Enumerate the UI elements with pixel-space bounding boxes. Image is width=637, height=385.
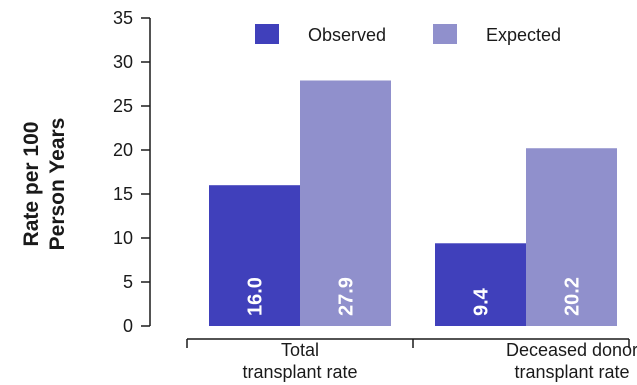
y-axis-title: Rate per 100 Person Years — [20, 118, 69, 251]
bar-value-label: 20.2 — [562, 277, 584, 316]
y-axis-title-line-1: Rate per 100 — [20, 122, 43, 247]
bar-observed — [209, 185, 300, 326]
y-axis-title-line-2: Person Years — [46, 118, 69, 251]
legend-swatch-expected — [433, 24, 457, 44]
legend-label-expected: Expected — [486, 25, 561, 45]
bar-expected — [526, 148, 617, 326]
legend: Observed Expected — [255, 24, 561, 45]
y-tick-label: 5 — [123, 272, 133, 292]
legend-label-observed: Observed — [308, 25, 386, 45]
legend-swatch-observed — [255, 24, 279, 44]
y-tick-label: 35 — [113, 8, 133, 28]
bar-value-label: 16.0 — [245, 277, 267, 316]
y-tick-label: 15 — [113, 184, 133, 204]
y-axis: 0 5 10 15 20 25 30 35 — [113, 8, 151, 336]
bar-expected — [300, 80, 391, 326]
bar-value-label: 27.9 — [336, 277, 358, 316]
x-category-label: Deceased donor — [506, 340, 637, 360]
y-tick-label: 30 — [113, 52, 133, 72]
bar-value-label: 9.4 — [471, 287, 493, 316]
y-tick-label: 25 — [113, 96, 133, 116]
y-tick-label: 0 — [123, 316, 133, 336]
x-category-label: transplant rate — [242, 362, 357, 382]
bar-observed — [435, 243, 526, 326]
bars: 16.0 9.4 27.9 20.2 — [209, 80, 617, 326]
x-category-label: Total — [281, 340, 319, 360]
y-tick-label: 10 — [113, 228, 133, 248]
y-tick-label: 20 — [113, 140, 133, 160]
x-category-label: transplant rate — [514, 362, 629, 382]
